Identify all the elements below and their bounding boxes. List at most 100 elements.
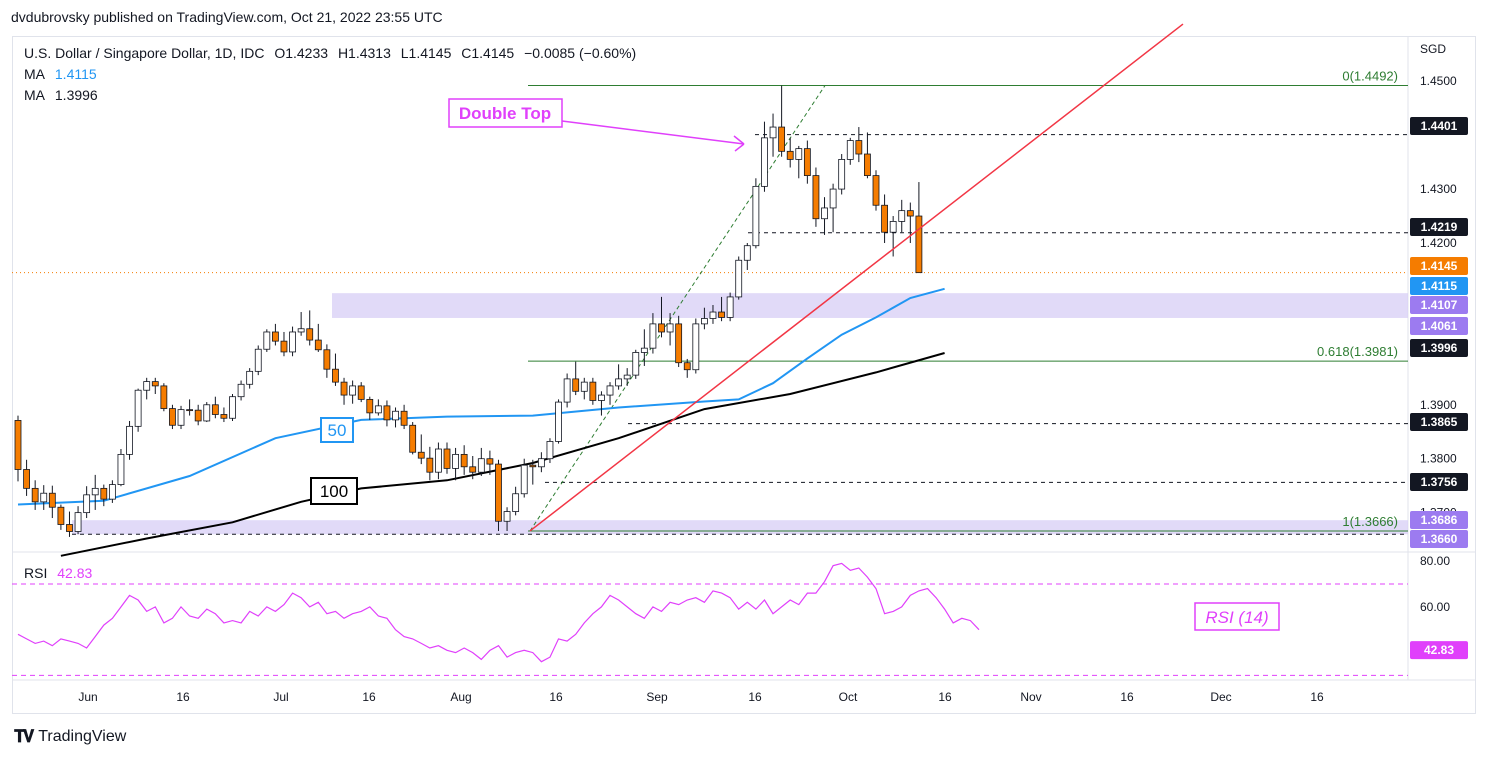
candle-down xyxy=(803,148,811,176)
candle-down xyxy=(271,331,279,342)
price-tag-label: 1.4107 xyxy=(1421,298,1458,312)
trend-line xyxy=(529,23,1184,532)
published-header: dvdubrovsky published on TradingView.com… xyxy=(11,9,443,25)
candle-up xyxy=(743,245,751,261)
candle-up xyxy=(709,311,717,319)
candle-up xyxy=(537,458,545,468)
candle-down xyxy=(486,458,494,465)
candle-down xyxy=(426,457,434,473)
candle-up xyxy=(254,348,262,372)
candle-up xyxy=(117,453,125,485)
candle-up xyxy=(846,140,854,160)
candle-up xyxy=(83,494,91,514)
support-zone xyxy=(72,520,1408,535)
candle-down xyxy=(675,323,683,364)
double-top-box xyxy=(448,98,563,128)
ma50-tag-box xyxy=(320,417,354,443)
candle-up xyxy=(143,381,151,391)
candle-down xyxy=(280,340,288,353)
candle-down xyxy=(443,448,451,469)
candle-down xyxy=(495,463,502,522)
candle-up xyxy=(289,331,296,353)
price-tag-label: 1.3686 xyxy=(1421,513,1458,527)
candle-up xyxy=(126,425,133,455)
fib-anchor-line xyxy=(529,85,826,532)
ma100-tag-label: 100 xyxy=(320,482,348,501)
candle-down xyxy=(323,349,331,370)
time-axis-label: Aug xyxy=(450,690,471,704)
candle-up xyxy=(640,347,648,353)
candle-up xyxy=(692,323,700,371)
candle-up xyxy=(898,210,906,222)
candle-up xyxy=(769,126,777,139)
time-axis-label: 16 xyxy=(549,690,563,704)
candle-down xyxy=(220,414,228,419)
candle-up xyxy=(512,493,520,512)
candle-down xyxy=(314,339,322,351)
candle-up xyxy=(229,396,236,419)
double-top-arrowhead xyxy=(733,135,745,152)
symbol-name: U.S. Dollar / Singapore Dollar, 1D, IDC xyxy=(24,45,265,61)
candle-up xyxy=(563,378,571,403)
candle-up xyxy=(580,381,588,392)
candle-up xyxy=(503,511,511,522)
double-top-label: Double Top xyxy=(459,104,551,123)
rsi-legend-value: 42.83 xyxy=(57,565,93,581)
candle-up xyxy=(889,221,897,233)
candle-up xyxy=(74,512,82,532)
ma100-tag-box xyxy=(310,477,358,505)
price-tag-label: 1.3660 xyxy=(1421,532,1458,546)
candle-up xyxy=(349,385,357,396)
candle-down xyxy=(812,175,820,220)
candle-down xyxy=(718,311,725,318)
tradingview-logo-icon: 𝐓𝐕 xyxy=(14,727,34,746)
candle-up xyxy=(795,148,803,160)
price-axis-label: 1.3900 xyxy=(1420,398,1457,412)
candle-up xyxy=(246,370,254,385)
time-axis-label: 16 xyxy=(938,690,952,704)
rsi-axis-label: 80.00 xyxy=(1420,554,1450,568)
candle-down xyxy=(469,466,477,473)
chart-frame xyxy=(12,36,1476,714)
ohlc-high: H1.4313 xyxy=(337,45,391,61)
candle-down xyxy=(529,464,537,468)
price-axis-label: 1.4500 xyxy=(1420,74,1457,88)
candle-down xyxy=(14,420,22,470)
candle-down xyxy=(417,451,425,459)
candle-up xyxy=(701,318,708,325)
candle-down xyxy=(48,492,56,508)
symbol-legend: U.S. Dollar / Singapore Dollar, 1D, IDC … xyxy=(24,45,642,61)
tradingview-brand[interactable]: 𝐓𝐕 TradingView xyxy=(14,727,126,747)
candle-down xyxy=(864,153,871,176)
candle-up xyxy=(829,188,837,209)
candle-down xyxy=(306,328,314,341)
candle-down xyxy=(57,506,65,525)
candle-down xyxy=(383,405,391,421)
time-axis-label: 16 xyxy=(1120,690,1134,704)
price-tag xyxy=(1410,511,1468,529)
candle-down xyxy=(658,323,665,333)
rsi-value-tag-label: 42.83 xyxy=(1424,643,1454,657)
candle-up xyxy=(546,441,554,460)
candle-up xyxy=(452,453,459,469)
ma50-legend: MA 1.4115 xyxy=(24,66,103,82)
time-axis-label: 16 xyxy=(176,690,190,704)
candle-down xyxy=(915,215,923,274)
ma50-tag-label: 50 xyxy=(328,421,347,440)
candle-down xyxy=(100,487,108,500)
ma100-label: MA xyxy=(24,87,45,103)
currency-label: SGD xyxy=(1420,42,1446,56)
price-tag-label: 1.4061 xyxy=(1421,319,1458,333)
price-tag xyxy=(1410,339,1468,357)
candle-up xyxy=(477,458,485,473)
ohlc-open: O1.4233 xyxy=(274,45,329,61)
time-axis-label: 16 xyxy=(362,690,376,704)
rsi-axis-label: 60.00 xyxy=(1420,600,1450,614)
rsi-line xyxy=(17,562,980,663)
price-tag xyxy=(1410,257,1468,275)
price-tag-label: 1.3865 xyxy=(1421,415,1458,429)
candle-down xyxy=(400,410,408,426)
price-tag xyxy=(1410,296,1468,314)
candle-up xyxy=(392,410,399,421)
